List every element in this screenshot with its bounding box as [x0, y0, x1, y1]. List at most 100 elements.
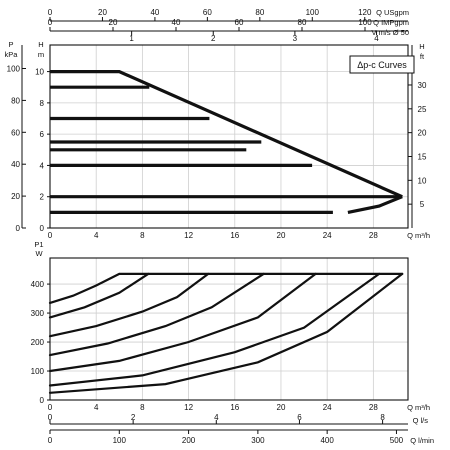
velocity-axis-label: V m/s Ø 50	[371, 28, 409, 37]
legend-box	[349, 55, 415, 74]
lower-x-axis-label: Q m³/h	[407, 403, 430, 412]
upper-x-axis-label: Q m³/h	[407, 231, 430, 240]
ft-axis-title: ft	[420, 52, 425, 61]
usgpm-tick-label: 120	[358, 8, 372, 17]
usgpm-tick-label: 60	[203, 8, 212, 17]
power-curve-5	[48, 272, 381, 387]
upper-x-tick-label: 28	[369, 231, 378, 240]
ls-tick-label: 8	[380, 413, 385, 422]
lmin-tick-label: 500	[390, 436, 404, 445]
ft-tick-label: 15	[418, 152, 427, 161]
h-m-tick-label: 8	[40, 99, 45, 108]
kpa-tick-label: 0	[16, 224, 21, 233]
lower-chart: 0 100 200 300 400 P1W	[31, 240, 409, 405]
ft-tick-label: 5	[420, 200, 425, 209]
p1-tick-label: 100	[31, 367, 45, 376]
power-curve-4	[48, 272, 317, 373]
upper-x-tick-label: 12	[184, 231, 193, 240]
velocity-tick-label: 4	[374, 34, 379, 43]
upper-x-tick-label: 8	[140, 231, 145, 240]
p1-axis-title: W	[35, 249, 43, 258]
lmin-tick-label: 0	[48, 436, 53, 445]
usgpm-tick-label: 40	[150, 8, 159, 17]
lmin-tick-label: 200	[182, 436, 196, 445]
power-curve-0	[48, 272, 404, 304]
usgpm-axis-label: Q USgpm	[376, 8, 409, 17]
p1-tick-label: 0	[40, 396, 45, 405]
ft-tick-label: 25	[418, 105, 427, 114]
usgpm-tick-label: 20	[98, 8, 107, 17]
upper-x-tick-label: 0	[48, 231, 53, 240]
usgpm-tick-label: 80	[255, 8, 264, 17]
h-m-tick-label: 10	[35, 68, 44, 77]
p1-tick-label: 200	[31, 338, 45, 347]
kpa-tick-label: 100	[7, 65, 21, 74]
power-curve-2	[48, 272, 210, 338]
velocity-tick-label: 1	[129, 34, 134, 43]
dp-c-curve-7	[50, 70, 403, 199]
impgpm-tick-label: 100	[358, 18, 372, 27]
impgpm-tick-label: 20	[109, 18, 118, 27]
ls-tick-label: 2	[131, 413, 136, 422]
lower-x-tick-label: 4	[94, 403, 99, 412]
kpa-tick-label: 60	[11, 128, 20, 137]
lower-x-tick-label: 20	[277, 403, 286, 412]
velocity-tick-label: 3	[293, 34, 298, 43]
h-m-axis-title: m	[38, 50, 44, 59]
bottom-axes: 0 4 8 12 16 20 24 28 Q m³/h0 2 4 6 8 Q l/s0 100 200 300 4…	[48, 403, 434, 445]
lower-x-tick-label: 24	[323, 403, 332, 412]
velocity-tick-label: 2	[211, 34, 216, 43]
power-curve-1	[48, 272, 150, 319]
usgpm-tick-label: 0	[48, 8, 53, 17]
kpa-tick-label: 20	[11, 192, 20, 201]
lower-x-tick-label: 16	[230, 403, 239, 412]
lower-x-tick-label: 0	[48, 403, 53, 412]
ft-tick-label: 30	[418, 81, 427, 90]
lower-x-tick-label: 8	[140, 403, 145, 412]
ls-tick-label: 0	[48, 413, 53, 422]
chart-title: Δp-c Curves	[357, 60, 407, 70]
impgpm-tick-label: 60	[235, 18, 244, 27]
impgpm-tick-label: 80	[298, 18, 307, 27]
lower-x-tick-label: 12	[184, 403, 193, 412]
power-curve-3	[48, 272, 265, 357]
lmin-axis-label: Q l/min	[410, 436, 434, 445]
upper-x-tick-label: 24	[323, 231, 332, 240]
kpa-axis-title: kPa	[5, 50, 19, 59]
ls-axis-label: Q l/s	[413, 416, 429, 425]
impgpm-axis-label: Q IMPgpm	[373, 18, 409, 27]
power-curve-6	[48, 272, 404, 394]
impgpm-tick-label: 0	[48, 18, 53, 27]
kpa-axis-title-p: P	[8, 40, 13, 49]
lower-plot-frame	[49, 257, 409, 401]
lmin-tick-label: 300	[251, 436, 265, 445]
upper-x-tick-label: 4	[94, 231, 99, 240]
p1-axis-title-p1: P1	[34, 240, 43, 249]
ft-tick-label: 10	[418, 176, 427, 185]
kpa-tick-label: 40	[11, 160, 20, 169]
p1-tick-label: 400	[31, 280, 45, 289]
lmin-tick-label: 100	[113, 436, 127, 445]
h-m-tick-label: 2	[40, 193, 45, 202]
upper-chart: 024681002040608010051015202530PkPaHmHft0…	[5, 40, 430, 240]
upper-x-tick-label: 16	[230, 231, 239, 240]
kpa-tick-label: 80	[11, 96, 20, 105]
ft-tick-label: 20	[418, 129, 427, 138]
upper-plot-frame	[49, 44, 409, 229]
upper-x-tick-label: 20	[277, 231, 286, 240]
h-m-tick-label: 6	[40, 130, 45, 139]
h-m-axis-title-h: H	[38, 40, 43, 49]
h-m-tick-label: 0	[40, 224, 45, 233]
dp-c-curve-8	[347, 195, 403, 214]
lmin-tick-label: 400	[320, 436, 334, 445]
ls-tick-label: 6	[297, 413, 302, 422]
ls-tick-label: 4	[214, 413, 219, 422]
ft-axis-title-h: H	[419, 42, 424, 51]
h-m-tick-label: 4	[40, 161, 45, 170]
lower-x-tick-label: 28	[369, 403, 378, 412]
impgpm-tick-label: 40	[172, 18, 181, 27]
usgpm-tick-label: 100	[306, 8, 320, 17]
